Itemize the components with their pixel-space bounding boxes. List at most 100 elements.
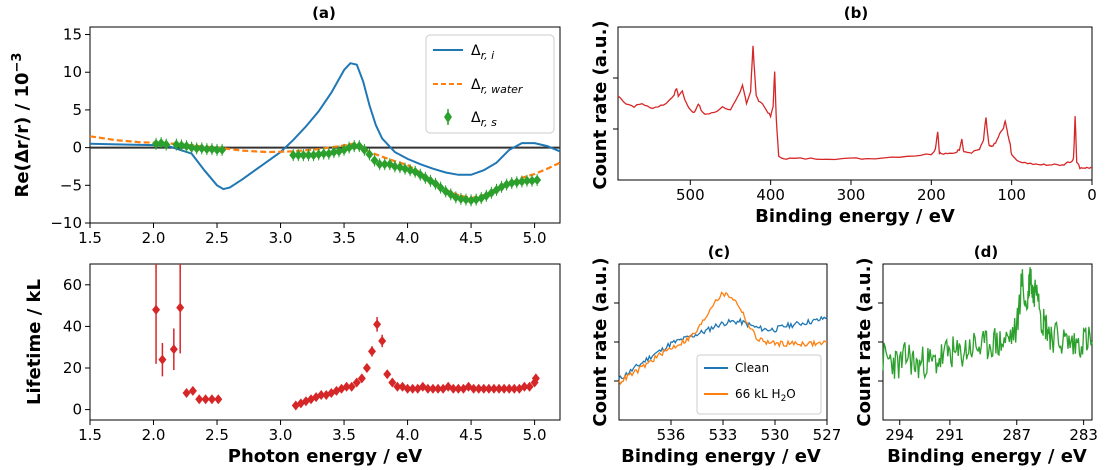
panel-d-xtick-label: 287: [1002, 426, 1031, 444]
series-r-s-point: [436, 182, 445, 193]
series-r-s-point: [355, 141, 364, 152]
panel-lifetime-plot-area: [152, 264, 540, 411]
panel-c-xtick-label: 536: [657, 426, 686, 444]
series-r-s-point: [162, 139, 171, 150]
panel-lifetime: Lifetime / kL Photon energy / eV 1.5 2.0 2…: [24, 263, 561, 467]
panel-c-xtick-label: 533: [709, 426, 738, 444]
panel-a: (a) Re(Δr/r) / 10−3 1.5 2.0 2.5 3.0 3.5 4.0 4.…: [10, 4, 561, 247]
series-r-s-point: [289, 150, 298, 161]
panel-d-xtick-label: 294: [885, 426, 914, 444]
panel-b-xtick-label: 200: [917, 186, 946, 204]
series-r-s-point: [218, 144, 227, 155]
series-r-s-point: [314, 149, 323, 160]
panel-a-xtick-label: 1.5: [78, 229, 102, 247]
series-r-s-point: [350, 141, 359, 152]
panel-lifetime-xtick-label: 1.5: [78, 426, 102, 444]
lifetime-point: [152, 304, 161, 315]
panel-lifetime-xtick-label: 4.5: [459, 426, 483, 444]
series-r-s-point: [304, 150, 313, 161]
lifetime-point: [495, 383, 504, 394]
panel-a-legend: Δr, i Δr, water Δr, s: [425, 34, 555, 134]
lifetime-point: [454, 383, 463, 394]
series-r-s-point: [207, 144, 216, 155]
panel-c-xtick-label: 527: [813, 426, 842, 444]
panel-lifetime-ytick-label: 40: [63, 317, 82, 335]
lifetime-point: [195, 394, 204, 405]
panel-lifetime-frame: [89, 263, 561, 421]
panel-d-title: (d): [974, 243, 998, 261]
panel-b-xtick-label: 100: [997, 186, 1026, 204]
lifetime-point: [428, 383, 437, 394]
panel-lifetime-ytick-label: 60: [63, 276, 82, 294]
panel-a-title: (a): [312, 4, 336, 22]
panel-lifetime-xlabel: Photon energy / eV: [228, 446, 422, 467]
legend-box: [425, 34, 555, 134]
lifetime-point: [434, 383, 443, 394]
panel-b-frame: [617, 26, 1093, 181]
panel-a-ytick-label: 0: [72, 139, 82, 157]
panel-a-xtick-label: 3.5: [332, 229, 356, 247]
lifetime-point: [388, 377, 397, 388]
lifetime-point: [469, 383, 478, 394]
series-r-s-point: [375, 159, 384, 170]
lifetime-point: [484, 383, 493, 394]
panel-lifetime-xtick-label: 4.0: [396, 426, 420, 444]
series-r-s-point: [192, 143, 201, 154]
panel-lifetime-xtick-label: 2.5: [205, 426, 229, 444]
series-r-s-point: [365, 149, 374, 160]
series-r-s-point: [213, 144, 222, 155]
series-r-s-point: [467, 195, 476, 206]
lifetime-point: [520, 381, 529, 392]
series-r-s-point: [370, 155, 379, 166]
panel-b-xlabel: Binding energy / eV: [755, 206, 955, 227]
series-r-s-point: [462, 194, 470, 205]
panel-d: (d) Count rate (a.u.) Binding energy / e…: [854, 243, 1098, 467]
series-r-s-point: [177, 140, 186, 151]
panel-a-ytick-label: 15: [63, 26, 82, 44]
panel-lifetime-ytick-label: 0: [72, 401, 82, 419]
panel-lifetime-xtick-label: 5.0: [523, 426, 547, 444]
series-r-s-point: [360, 144, 369, 155]
lifetime-point: [352, 377, 361, 388]
legend-label-r-water: Δr, water: [471, 77, 524, 96]
series-r-s-point: [329, 147, 338, 158]
panel-b-spectrum: [617, 45, 1093, 170]
panel-a-xtick-label: 2.5: [205, 229, 229, 247]
lifetime-point: [474, 383, 483, 394]
panel-lifetime-xtick-label: 2.0: [142, 426, 166, 444]
panel-a-xtick-label: 4.0: [396, 229, 420, 247]
panel-a-xtick-label: 5.0: [523, 229, 547, 247]
panel-c-xtick-label: 530: [761, 426, 790, 444]
lifetime-point: [408, 383, 417, 394]
panel-d-xtick-label: 283: [1069, 426, 1098, 444]
lifetime-point: [357, 373, 366, 384]
lifetime-point: [510, 383, 519, 394]
panel-d-xlabel: Binding energy / eV: [887, 446, 1087, 467]
series-r-s-point: [507, 178, 516, 189]
panel-b-title: (b): [844, 4, 868, 22]
panel-lifetime-xtick-label: 3.5: [332, 426, 356, 444]
panel-d-ylabel: Count rate (a.u.): [854, 257, 875, 426]
panel-lifetime-xtick-label: 3.0: [269, 426, 293, 444]
panel-c-title: (c): [708, 243, 731, 261]
panel-b-xtick-label: 0: [1087, 186, 1097, 204]
lifetime-point: [188, 385, 197, 396]
panel-a-ytick-label: 10: [63, 63, 82, 81]
panel-c-ticks: 536 533 530 527: [614, 302, 842, 444]
lifetime-point: [214, 394, 223, 405]
legend-label-r-i: Δr, i: [471, 43, 494, 62]
panel-b-xtick-label: 500: [676, 186, 705, 204]
panel-d-ticks: 294 291 287 283: [878, 302, 1098, 444]
legend-swatch-r-s: [444, 111, 452, 123]
series-r-s-point: [172, 139, 181, 150]
series-r-s-point: [390, 161, 399, 172]
lifetime-point: [368, 346, 376, 357]
panel-b-xtick-label: 400: [756, 186, 785, 204]
panel-d-spectrum: [882, 267, 1093, 380]
lifetime-point: [500, 383, 509, 394]
lifetime-point: [347, 381, 356, 392]
lifetime-point: [489, 383, 498, 394]
lifetime-point: [169, 344, 178, 355]
series-r-s-point: [299, 150, 308, 161]
